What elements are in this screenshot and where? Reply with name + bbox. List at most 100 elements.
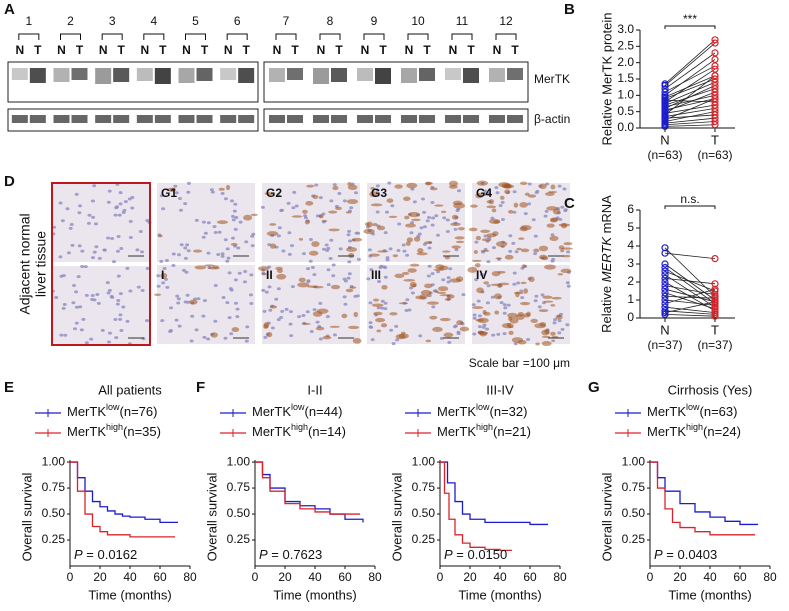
sample-label: N xyxy=(182,43,191,57)
x-axis-label: Time (months) xyxy=(88,587,171,602)
nucleus xyxy=(183,300,188,304)
x-tick-label: 60 xyxy=(523,570,537,584)
dot xyxy=(711,312,719,320)
stain xyxy=(349,286,357,289)
x-tick-label: 20 xyxy=(463,570,477,584)
nucleus xyxy=(244,240,249,244)
x-tick-label: 40 xyxy=(123,570,137,584)
nucleus xyxy=(332,333,337,337)
nucleus xyxy=(513,342,518,346)
nucleus xyxy=(74,192,79,196)
p-text: = 0.0150 xyxy=(453,547,508,562)
nucleus xyxy=(60,219,65,223)
nucleus xyxy=(410,221,415,225)
stain xyxy=(269,305,278,309)
pair-line xyxy=(664,81,716,104)
band xyxy=(71,68,88,80)
nucleus xyxy=(477,325,482,329)
nucleus xyxy=(74,305,79,309)
nucleus xyxy=(531,218,536,222)
nucleus xyxy=(162,267,167,271)
micrograph xyxy=(367,183,465,262)
nucleus xyxy=(384,210,389,214)
nucleus xyxy=(105,281,110,285)
nucleus xyxy=(533,252,538,256)
nucleus xyxy=(93,222,98,226)
nucleus xyxy=(368,301,373,305)
legend-n: (n=24) xyxy=(703,424,741,439)
pair-line xyxy=(664,314,716,317)
nucleus xyxy=(369,325,374,329)
nucleus xyxy=(68,226,73,230)
nucleus xyxy=(227,271,232,275)
nucleus xyxy=(533,234,538,238)
nucleus xyxy=(288,310,293,314)
nucleus xyxy=(496,332,501,336)
lane-bracket xyxy=(275,33,297,40)
nucleus xyxy=(294,204,299,208)
legend-name: MerTK xyxy=(437,424,476,439)
nucleus xyxy=(543,214,548,218)
nucleus xyxy=(291,206,296,210)
band-label: β-actin xyxy=(534,112,570,126)
sample-label: N xyxy=(405,43,414,57)
band xyxy=(507,68,523,80)
stain xyxy=(483,311,491,316)
lane-bracket xyxy=(226,33,248,40)
nucleus xyxy=(366,277,371,281)
lane-bracket xyxy=(451,33,473,40)
nucleus xyxy=(181,268,186,272)
stain xyxy=(551,339,556,343)
nucleus xyxy=(308,237,313,241)
nucleus xyxy=(121,211,126,215)
pair-line xyxy=(664,252,716,259)
nucleus xyxy=(390,204,395,208)
nucleus xyxy=(355,294,360,298)
nucleus xyxy=(326,283,331,287)
band xyxy=(269,68,285,82)
pair-line xyxy=(664,296,716,299)
nucleus xyxy=(474,278,479,282)
nucleus xyxy=(485,327,490,331)
stain xyxy=(335,206,342,211)
sample-label: N xyxy=(493,43,502,57)
nucleus xyxy=(346,276,351,280)
p-symbol: P xyxy=(654,547,663,562)
stain xyxy=(560,222,568,229)
stain xyxy=(189,299,198,305)
stain xyxy=(409,281,417,288)
nucleus xyxy=(305,310,310,314)
stain xyxy=(549,218,558,223)
pair-line xyxy=(664,288,716,303)
nucleus xyxy=(183,202,188,206)
stain xyxy=(305,200,314,206)
stain xyxy=(507,312,518,319)
nucleus xyxy=(276,287,281,291)
nucleus xyxy=(550,233,555,237)
nucleus xyxy=(86,221,91,225)
nucleus xyxy=(375,184,380,188)
band xyxy=(95,68,112,84)
stain xyxy=(370,186,375,190)
stain xyxy=(474,263,481,268)
lane-number: 12 xyxy=(499,14,513,28)
nucleus xyxy=(92,250,97,254)
stain xyxy=(231,327,240,333)
nucleus xyxy=(318,337,323,341)
y-tick-label: 3 xyxy=(627,256,634,270)
stain xyxy=(347,325,360,330)
stain xyxy=(519,181,528,186)
nucleus xyxy=(544,209,549,213)
nucleus xyxy=(106,236,111,240)
stain xyxy=(541,335,551,338)
lane-bracket xyxy=(407,33,429,40)
band xyxy=(196,115,213,123)
dot xyxy=(711,255,719,263)
nucleus xyxy=(274,297,279,301)
nucleus xyxy=(356,231,361,235)
stain xyxy=(560,249,565,253)
lane-bracket xyxy=(319,33,341,40)
legend-n: (n=32) xyxy=(490,404,528,419)
nucleus xyxy=(69,222,74,226)
